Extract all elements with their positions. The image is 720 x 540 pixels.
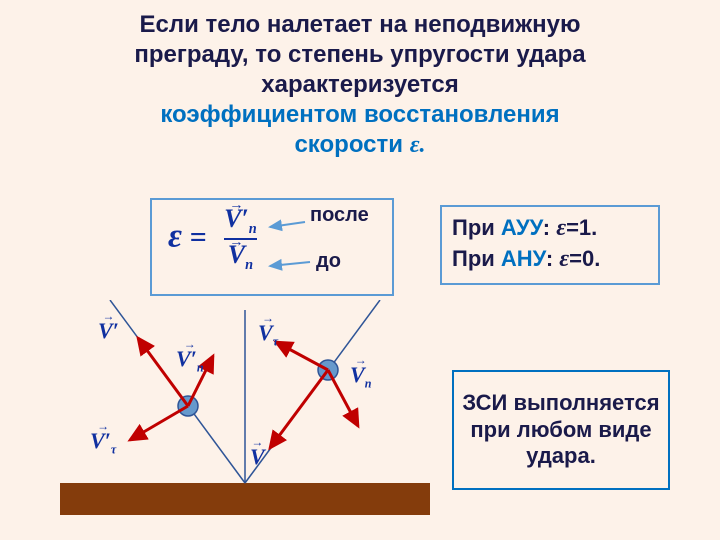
den-v: V: [228, 240, 245, 269]
label-v-prime-tau: →V′τ: [90, 430, 116, 455]
title-line2: преграду, то степень упругости удара: [134, 41, 585, 68]
label-v: →V: [250, 446, 265, 468]
title-highlight-2a: скорости: [294, 131, 403, 158]
label-before: до: [316, 250, 341, 273]
slide-title: Если тело налетает на неподвижную прегра…: [0, 10, 720, 160]
den-sub: n: [245, 258, 253, 274]
zsi-box: ЗСИ выполняется при любом виде удара.: [452, 370, 670, 490]
cond1-prefix: При: [452, 215, 501, 240]
conditions-box: При АУУ: ε=1. При АНУ: ε=0.: [440, 205, 660, 285]
cond1-term: АУУ: [501, 215, 543, 240]
title-line3: характеризуется: [261, 71, 458, 98]
num-v: V′: [224, 204, 249, 233]
title-epsilon: ε.: [410, 132, 426, 158]
condition-anu: При АНУ: ε=0.: [452, 246, 648, 273]
numerator: V′n: [224, 206, 257, 236]
label-v-n: →Vn: [350, 364, 371, 389]
velocity-diagram: →V′ →V′τ →V′n →Vτ →Vn →V: [60, 300, 430, 500]
cond2-suffix: : ε=0.: [546, 246, 601, 271]
num-sub: n: [249, 221, 257, 237]
cond2-term: АНУ: [501, 246, 546, 271]
fraction: V′n Vn: [224, 206, 257, 273]
label-v-prime: →V′: [98, 320, 119, 342]
formula: ε = V′n Vn: [168, 206, 257, 273]
label-v-tau: →Vτ: [258, 322, 278, 347]
epsilon-symbol: ε: [168, 217, 182, 254]
title-line1: Если тело налетает на неподвижную: [139, 11, 580, 38]
title-highlight-1: коэффициентом восстановления: [160, 101, 559, 128]
label-v-prime-n: →V′n: [176, 348, 204, 373]
equals-sign: =: [189, 220, 206, 253]
cond1-suffix: : ε=1.: [543, 215, 598, 240]
condition-ayy: При АУУ: ε=1.: [452, 215, 648, 242]
denominator: Vn: [224, 242, 257, 272]
label-after: после: [310, 204, 369, 227]
cond2-prefix: При: [452, 246, 501, 271]
